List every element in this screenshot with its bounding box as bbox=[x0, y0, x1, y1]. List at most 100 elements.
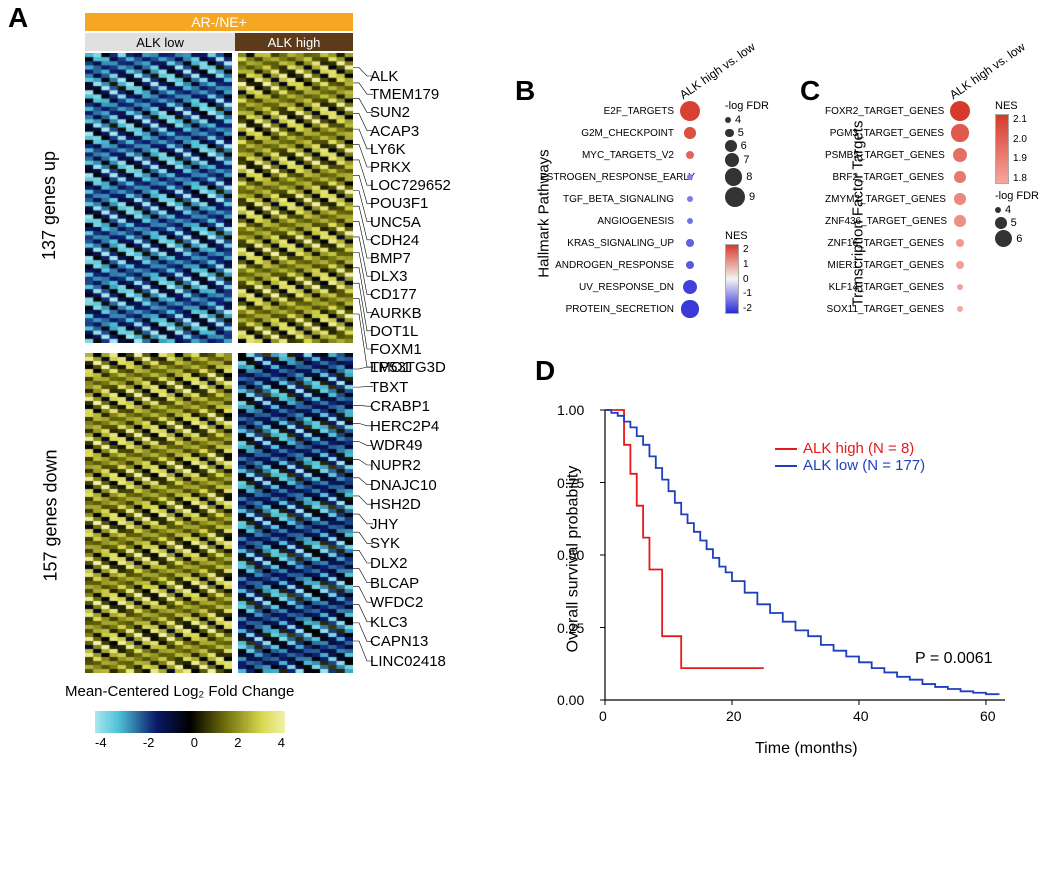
gene-label: CAPN13 bbox=[370, 633, 428, 650]
legend-row: 9 bbox=[725, 187, 769, 207]
legend-title: -log FDR bbox=[995, 190, 1039, 202]
legend-value: 5 bbox=[738, 127, 744, 139]
dot bbox=[957, 284, 963, 290]
dot-row: ESTROGEN_RESPONSE_EARLY bbox=[540, 166, 720, 188]
legend-title: -log FDR bbox=[725, 100, 769, 112]
dot-row-label: SOX11_TARGET_GENES bbox=[825, 304, 950, 315]
dot bbox=[687, 174, 693, 180]
dot-row-label: KLF14_TARGET_GENES bbox=[825, 282, 950, 293]
ytick: 0.50 bbox=[557, 547, 584, 563]
dot-row: ZNF16_TARGET_GENES bbox=[825, 232, 990, 254]
gene-label: DLX2 bbox=[370, 555, 408, 572]
nes-tick: 1 bbox=[743, 259, 752, 270]
legend-text: ALK high (N = 8) bbox=[803, 440, 914, 457]
dot-row: E2F_TARGETS bbox=[540, 100, 720, 122]
legend-value: 4 bbox=[1005, 204, 1011, 216]
dot-row-label: KRAS_SIGNALING_UP bbox=[540, 238, 680, 249]
panel-d: Overall survival probability Time (month… bbox=[535, 370, 1035, 790]
panel-a: AR-/NE+ ALK lowALK high 137 genes up 157… bbox=[5, 5, 510, 805]
ylabel-genes-down: 157 genes down bbox=[41, 449, 62, 581]
heatmap-down-low bbox=[85, 353, 232, 673]
nes-legend: NES2.12.01.91.8 bbox=[995, 100, 1027, 184]
gene-label: AURKB bbox=[370, 305, 422, 322]
legend-value: 6 bbox=[741, 140, 747, 152]
km-xlabel: Time (months) bbox=[755, 740, 858, 758]
dot-title: ALK high vs. low bbox=[677, 40, 758, 102]
colorbar-tick: -2 bbox=[143, 735, 155, 750]
gene-label: HERC2P4 bbox=[370, 418, 439, 435]
nes-tick: -2 bbox=[743, 303, 752, 314]
nes-tick: 2.1 bbox=[1013, 114, 1027, 125]
size-legend: -log FDR456789 bbox=[725, 100, 769, 208]
gene-label: BMP7 bbox=[370, 250, 411, 267]
panel-b: Hallmark PathwaysALK high vs. lowE2F_TAR… bbox=[540, 70, 800, 350]
nes-tick: 2 bbox=[743, 244, 752, 255]
gene-label: LINC02418 bbox=[370, 653, 446, 670]
nes-tick: 0 bbox=[743, 274, 752, 285]
nes-tick: -1 bbox=[743, 288, 752, 299]
gene-label: TMEM179 bbox=[370, 86, 439, 103]
dot bbox=[687, 196, 693, 202]
gene-label: SUN2 bbox=[370, 104, 410, 121]
dot-row: G2M_CHECKPOINT bbox=[540, 122, 720, 144]
gene-label: CRABP1 bbox=[370, 398, 430, 415]
xtick: 0 bbox=[599, 708, 607, 724]
dot-row-label: BRF2_TARGET_GENES bbox=[825, 172, 950, 183]
dot-row-label: ZNF16_TARGET_GENES bbox=[825, 238, 950, 249]
xtick: 60 bbox=[980, 708, 996, 724]
legend-value: 9 bbox=[749, 191, 755, 203]
gene-label: LY6K bbox=[370, 141, 406, 158]
gene-label: DLX3 bbox=[370, 268, 408, 285]
dot bbox=[954, 193, 966, 205]
colorbar-tick: 2 bbox=[234, 735, 241, 750]
dot-row: PGM3_TARGET_GENES bbox=[825, 122, 990, 144]
dot-row-label: UV_RESPONSE_DN bbox=[540, 282, 680, 293]
nes-tick: 2.0 bbox=[1013, 134, 1027, 145]
gene-label: DOT1L bbox=[370, 323, 418, 340]
dot bbox=[686, 239, 693, 246]
gene-label: ACAP3 bbox=[370, 123, 419, 140]
dot bbox=[951, 124, 968, 141]
gene-label: ALK bbox=[370, 68, 398, 85]
colorbar-tick: 4 bbox=[278, 735, 285, 750]
panel-a-header: AR-/NE+ bbox=[85, 13, 353, 31]
km-curve bbox=[605, 410, 764, 668]
dot bbox=[956, 239, 965, 248]
dot bbox=[686, 261, 695, 270]
nes-gradient bbox=[995, 114, 1009, 184]
dot bbox=[953, 148, 967, 162]
dot-row: BRF2_TARGET_GENES bbox=[825, 166, 990, 188]
nes-gradient bbox=[725, 244, 739, 314]
dot bbox=[954, 215, 966, 227]
legend-value: 6 bbox=[1016, 233, 1022, 245]
gene-label: CDH24 bbox=[370, 232, 419, 249]
dot bbox=[957, 306, 963, 312]
xtick: 20 bbox=[726, 708, 742, 724]
dot bbox=[956, 261, 965, 270]
dot-row-label: PROTEIN_SECRETION bbox=[540, 304, 680, 315]
legend-row: 8 bbox=[725, 168, 769, 185]
legend-row: 5 bbox=[995, 217, 1039, 229]
gene-label: KLC3 bbox=[370, 614, 408, 631]
gene-label: HSH2D bbox=[370, 496, 421, 513]
dot bbox=[687, 218, 693, 224]
legend-dot bbox=[995, 230, 1012, 247]
gene-label: DNAJC10 bbox=[370, 477, 437, 494]
nes-legend: NES210-1-2 bbox=[725, 230, 752, 314]
gene-label: TBXT bbox=[370, 379, 408, 396]
legend-dot bbox=[995, 207, 1001, 213]
gene-label: BLCAP bbox=[370, 575, 419, 592]
colorbar-tick: 0 bbox=[191, 735, 198, 750]
dot-row: ANGIOGENESIS bbox=[540, 210, 720, 232]
dot-row-label: ESTROGEN_RESPONSE_EARLY bbox=[540, 172, 680, 183]
dot bbox=[684, 127, 696, 139]
legend-dot bbox=[725, 187, 745, 207]
gene-label: SYK bbox=[370, 535, 400, 552]
legend-row: 6 bbox=[995, 230, 1039, 247]
legend-title: NES bbox=[995, 100, 1027, 112]
colorbar-ticks: -4-2024 bbox=[95, 735, 285, 750]
dot bbox=[950, 101, 970, 121]
dot bbox=[686, 151, 695, 160]
dot bbox=[680, 101, 700, 121]
ytick: 1.00 bbox=[557, 402, 584, 418]
